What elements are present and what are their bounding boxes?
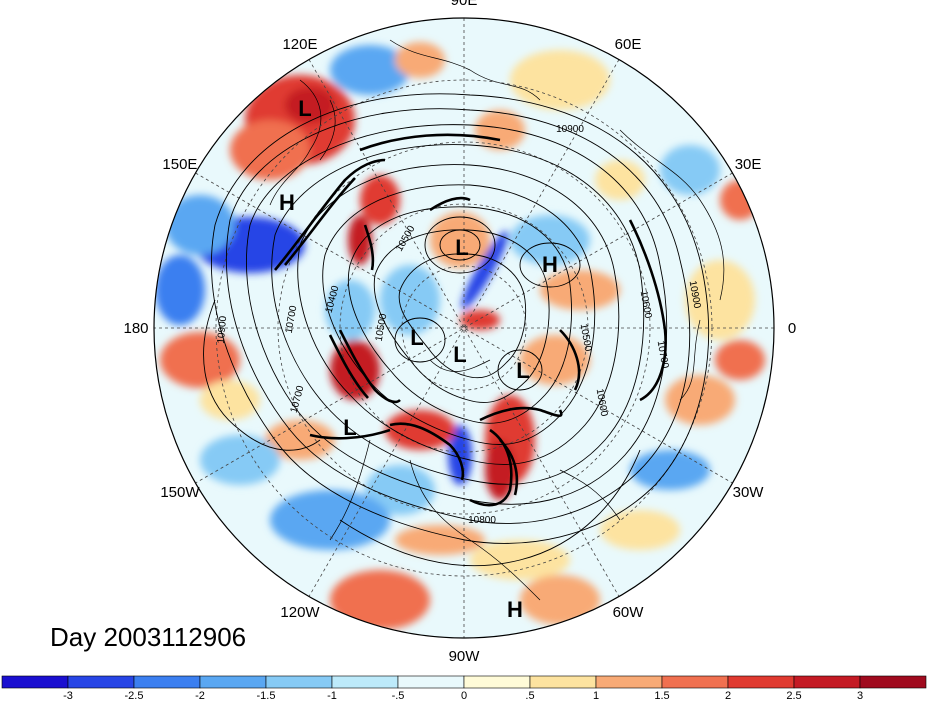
high-pressure-label: H (279, 190, 295, 215)
colorbar-label: -1 (327, 690, 337, 702)
height-contours (203, 93, 709, 567)
contour-label: 10600 (594, 388, 610, 418)
colorbar-label: 3 (857, 690, 863, 702)
colorbar-swatch (793, 675, 861, 689)
low-pressure-label: L (298, 96, 311, 121)
colorbar-label: -.5 (392, 690, 405, 702)
colorbar-swatch (463, 675, 531, 689)
colorbar-label: -3 (63, 690, 73, 702)
colorbar-label: 1.5 (654, 690, 669, 702)
lon-label: 30W (733, 484, 765, 501)
lon-label: 150W (160, 484, 200, 501)
low-pressure-label: L (455, 235, 468, 260)
contour-label: 10900 (216, 315, 229, 344)
lon-label: 120W (280, 604, 320, 621)
lon-label: 90W (449, 648, 481, 665)
lon-label: 150E (162, 156, 197, 173)
lon-label: 60W (613, 604, 645, 621)
colorbar-swatch (331, 675, 399, 689)
lon-label: 60E (615, 36, 642, 53)
colorbar-swatch (529, 675, 597, 689)
colorbar-label: 1 (593, 690, 599, 702)
colorbar-label: .5 (525, 690, 534, 702)
colorbar-swatch (595, 675, 663, 689)
contour-label: 10700 (655, 340, 671, 370)
colorbar-swatch (661, 675, 729, 689)
contour-label: 10500 (578, 323, 594, 353)
lon-label: 0 (788, 320, 796, 337)
colorbar-swatch (133, 675, 201, 689)
contour-label: 10800 (468, 515, 496, 526)
high-pressure-label: H (542, 252, 558, 277)
lon-label: 120E (282, 36, 317, 53)
map-border (153, 17, 775, 639)
colorbar-label: -1.5 (257, 690, 276, 702)
colorbar-swatch (199, 675, 267, 689)
lon-label: 180 (123, 320, 148, 337)
colorbar-label: 0 (461, 690, 467, 702)
contour-label: 10600 (638, 290, 654, 320)
colorbar-label: 2.5 (786, 690, 801, 702)
lon-label: 30E (735, 156, 762, 173)
contour-label: 10700 (284, 304, 300, 334)
colorbar-swatch (397, 675, 465, 689)
contour-label: 10500 (374, 312, 390, 342)
colorbar-label: -2.5 (125, 690, 144, 702)
low-pressure-label: L (410, 325, 423, 350)
colorbar-label: 2 (725, 690, 731, 702)
pressure-centers: L H L H L L L L H (279, 96, 558, 622)
colorbar-label: -2 (195, 690, 205, 702)
colorbar-swatch (1, 675, 69, 689)
high-pressure-label: H (507, 597, 523, 622)
colorbar-swatch (859, 675, 927, 689)
contour-label: 10900 (556, 124, 584, 135)
low-pressure-label: L (343, 415, 356, 440)
day-title: Day 2003112906 (50, 622, 246, 652)
colorbar-swatch (265, 675, 333, 689)
anomaly-blobs (155, 42, 765, 630)
colorbar-swatch (67, 675, 135, 689)
low-pressure-label: L (453, 342, 466, 367)
colorbar: -3 -2.5 -2 -1.5 -1 -.5 0 .5 1 1.5 2 2.5 3 (1, 675, 927, 702)
low-pressure-label: L (516, 358, 529, 383)
longitude-labels: 90E 60E 30E 0 30W 60W 90W 120W 150W 180 150E 120E (123, 0, 796, 665)
lon-label: 90E (451, 0, 478, 9)
colorbar-swatch (727, 675, 795, 689)
contour-label: 10900 (687, 280, 703, 310)
